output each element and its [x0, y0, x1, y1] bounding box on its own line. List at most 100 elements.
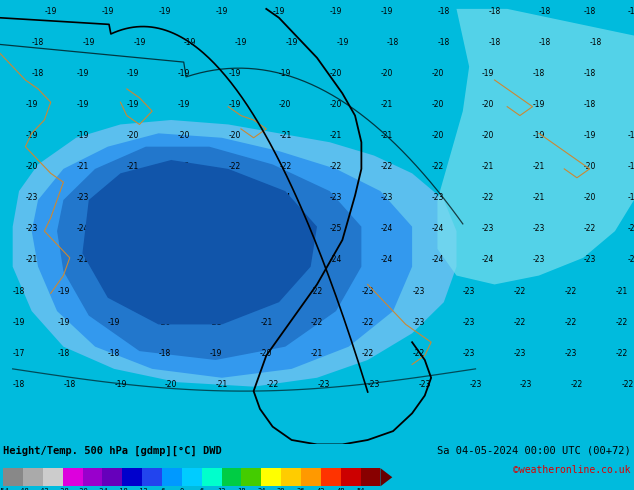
Bar — [142, 468, 162, 487]
Text: -23: -23 — [418, 380, 431, 389]
Text: -19: -19 — [336, 38, 349, 47]
Text: -18: -18 — [13, 287, 25, 295]
Text: -22: -22 — [514, 318, 526, 327]
Text: -20: -20 — [260, 349, 273, 358]
Text: -18: -18 — [539, 38, 552, 47]
Text: -23: -23 — [412, 287, 425, 295]
Text: -18: -18 — [108, 349, 120, 358]
Text: -20: -20 — [178, 131, 190, 140]
Text: -24: -24 — [178, 193, 190, 202]
Text: -18: -18 — [158, 349, 171, 358]
Text: -19: -19 — [583, 131, 596, 140]
Bar — [103, 468, 122, 487]
Text: -19: -19 — [25, 131, 38, 140]
Text: -23: -23 — [228, 255, 241, 265]
Text: -22: -22 — [178, 162, 190, 171]
Text: -19: -19 — [482, 69, 495, 78]
Text: -21: -21 — [209, 287, 222, 295]
Text: -23: -23 — [463, 287, 476, 295]
Text: -18: -18 — [488, 6, 501, 16]
Text: -23: -23 — [463, 318, 476, 327]
Text: -48: -48 — [16, 488, 29, 490]
Text: -19: -19 — [178, 69, 190, 78]
Text: -19: -19 — [533, 100, 545, 109]
Bar — [301, 468, 321, 487]
Text: -19: -19 — [279, 69, 292, 78]
Text: -24: -24 — [482, 255, 495, 265]
Text: -19: -19 — [76, 100, 89, 109]
Polygon shape — [57, 147, 361, 360]
Text: -21: -21 — [482, 162, 495, 171]
Text: -19: -19 — [57, 318, 70, 327]
Text: -22: -22 — [380, 162, 393, 171]
Text: 6: 6 — [200, 488, 204, 490]
Text: -21: -21 — [76, 255, 89, 265]
Text: -20: -20 — [482, 100, 495, 109]
Text: -18: -18 — [583, 69, 596, 78]
Text: -22: -22 — [266, 380, 279, 389]
Text: -22: -22 — [564, 287, 577, 295]
Polygon shape — [380, 468, 392, 487]
Bar — [162, 468, 182, 487]
Text: -18: -18 — [533, 69, 545, 78]
Text: -22: -22 — [330, 162, 342, 171]
Text: -23: -23 — [482, 224, 495, 233]
Text: -23: -23 — [25, 224, 38, 233]
Text: -19: -19 — [285, 38, 298, 47]
Text: ©weatheronline.co.uk: ©weatheronline.co.uk — [514, 465, 631, 475]
Text: -19: -19 — [628, 162, 634, 171]
Text: -23: -23 — [368, 380, 380, 389]
Text: -20: -20 — [165, 380, 178, 389]
Text: -23: -23 — [533, 255, 545, 265]
Text: 0: 0 — [179, 488, 184, 490]
Text: -18: -18 — [583, 6, 596, 16]
Text: -21: -21 — [615, 287, 628, 295]
Bar — [23, 468, 43, 487]
Text: -19: -19 — [380, 6, 393, 16]
Text: -19: -19 — [13, 318, 25, 327]
Text: -23: -23 — [330, 193, 342, 202]
Text: -19: -19 — [76, 131, 89, 140]
Text: -19: -19 — [330, 6, 342, 16]
Text: -22: -22 — [260, 287, 273, 295]
Text: -22: -22 — [615, 318, 628, 327]
Text: -30: -30 — [76, 488, 89, 490]
Text: -24: -24 — [431, 255, 444, 265]
Text: -23: -23 — [463, 349, 476, 358]
Polygon shape — [32, 133, 412, 378]
Text: -20: -20 — [431, 69, 444, 78]
Text: -25: -25 — [330, 224, 342, 233]
Text: -19: -19 — [108, 318, 120, 327]
Text: -20: -20 — [380, 69, 393, 78]
Text: -20: -20 — [431, 131, 444, 140]
Text: -21: -21 — [209, 318, 222, 327]
Text: -18: -18 — [13, 380, 25, 389]
Bar — [202, 468, 221, 487]
Bar — [281, 468, 301, 487]
Text: -21: -21 — [76, 162, 89, 171]
Text: -19: -19 — [76, 69, 89, 78]
Bar — [182, 468, 202, 487]
Text: -21: -21 — [216, 380, 228, 389]
Text: -18: -18 — [63, 380, 76, 389]
Polygon shape — [437, 9, 634, 284]
Text: -19: -19 — [533, 131, 545, 140]
Text: -19: -19 — [108, 287, 120, 295]
Text: -20: -20 — [330, 100, 342, 109]
Bar — [340, 468, 361, 487]
Text: -19: -19 — [228, 69, 241, 78]
Text: -20: -20 — [431, 100, 444, 109]
Text: 54: 54 — [356, 488, 365, 490]
Text: -21: -21 — [380, 100, 393, 109]
Text: -25: -25 — [279, 224, 292, 233]
Text: -22: -22 — [228, 162, 241, 171]
Text: -22: -22 — [431, 162, 444, 171]
Text: -18: -18 — [57, 349, 70, 358]
Text: -18: -18 — [539, 6, 552, 16]
Text: -19: -19 — [273, 6, 285, 16]
Text: -22: -22 — [628, 255, 634, 265]
Text: 42: 42 — [316, 488, 325, 490]
Text: -21: -21 — [380, 131, 393, 140]
Text: -23: -23 — [469, 380, 482, 389]
Text: -21: -21 — [628, 224, 634, 233]
